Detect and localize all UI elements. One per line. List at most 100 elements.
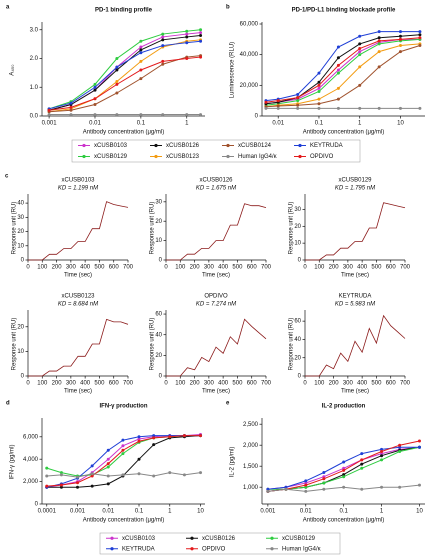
x-tick-label: 500 [94, 381, 105, 387]
data-point [322, 475, 326, 479]
data-point [398, 445, 402, 449]
data-point [358, 106, 362, 110]
chart-title: IFN-γ production [100, 404, 148, 410]
legend-box [99, 532, 341, 555]
legend-label: xCUSB0103 [94, 143, 128, 149]
y-tick-label: 60,000 [240, 22, 259, 28]
series-line [49, 56, 201, 111]
data-point [342, 460, 346, 464]
y-tick-label: 0 [21, 374, 25, 380]
data-point [322, 481, 326, 485]
x-tick-label: 0.1 [135, 509, 144, 515]
data-point [93, 85, 97, 89]
data-point [398, 30, 402, 34]
x-tick-label: 300 [204, 381, 215, 387]
data-point [106, 448, 110, 452]
series-line [48, 32, 201, 111]
series-line [46, 435, 201, 487]
x-axis-label: Time (sec) [341, 389, 369, 395]
data-point [358, 42, 362, 46]
x-tick-label: 0 [26, 381, 30, 387]
y-tick-label: 40 [294, 337, 301, 343]
series-line [166, 203, 267, 261]
data-point [137, 437, 141, 441]
x-axis-label: Time (sec) [64, 273, 92, 279]
x-tick-label: 100 [175, 381, 186, 387]
legend-marker [82, 143, 86, 148]
data-point [317, 89, 321, 93]
data-point [296, 103, 300, 107]
data-point [322, 487, 326, 491]
x-tick-label: 10 [416, 509, 423, 515]
y-tick-label: 1,500 [243, 464, 259, 470]
chart-title: KEYTRUDA [339, 294, 372, 300]
series-line [46, 435, 201, 477]
y-tick-label: 30 [17, 215, 24, 221]
series-line [48, 35, 201, 111]
data-point [358, 83, 362, 87]
data-point [317, 86, 321, 90]
data-point [106, 465, 110, 469]
data-point [377, 42, 381, 46]
data-point [336, 63, 340, 67]
x-tick-label: 600 [386, 265, 397, 271]
series-line [28, 201, 129, 261]
y-tick-label: 20 [17, 229, 24, 235]
data-point [152, 436, 156, 440]
data-point [377, 39, 381, 43]
data-point [76, 475, 80, 479]
y-axis-label: IL-2 (pg/ml) [230, 447, 236, 478]
data-point [185, 57, 189, 60]
y-tick-label: 6,000 [23, 434, 39, 440]
y-tick-label: 10 [17, 243, 24, 249]
x-tick-label: 0.0001 [38, 509, 57, 515]
data-point [168, 471, 172, 475]
series-line [48, 40, 201, 110]
series-line [48, 29, 201, 110]
x-tick-label: 0 [303, 265, 307, 271]
series-line [265, 38, 420, 106]
data-point [336, 71, 340, 75]
data-point [322, 471, 326, 474]
legend-marker [190, 536, 194, 540]
data-point [342, 468, 346, 472]
data-point [276, 106, 280, 110]
panel-letter: a [6, 5, 10, 11]
y-tick-label: 2.0 [30, 56, 39, 62]
x-tick-label: 100 [37, 381, 48, 387]
x-tick-label: 200 [52, 381, 63, 387]
data-point [69, 108, 73, 112]
data-point [139, 77, 143, 81]
y-axis-label: Response unit (RU) [150, 318, 156, 371]
data-point [336, 86, 340, 90]
data-point [115, 91, 119, 95]
data-point [377, 65, 381, 69]
x-tick-label: 10 [197, 509, 204, 515]
data-point [304, 485, 308, 489]
data-point [336, 106, 340, 110]
data-point [377, 30, 381, 34]
data-point [266, 487, 270, 491]
legend-marker [110, 547, 114, 551]
kd-label: KD = 1.675 nM [196, 186, 236, 192]
data-point [380, 450, 384, 453]
data-point [284, 485, 288, 489]
data-point [115, 68, 119, 72]
data-point [139, 45, 143, 49]
legend-marker [82, 154, 86, 159]
legend-marker [270, 536, 274, 540]
data-point [398, 34, 402, 38]
data-point [418, 36, 422, 40]
x-tick-label: 500 [232, 381, 243, 387]
y-tick-label: 20 [155, 353, 162, 359]
data-point [137, 472, 141, 476]
x-axis-label: Antibody concentration (μg/ml) [303, 130, 385, 136]
series-line [46, 435, 201, 488]
data-point [93, 88, 97, 92]
legend-label: Human IgG4/κ [238, 154, 278, 160]
data-point [358, 34, 362, 38]
x-tick-label: 300 [343, 381, 354, 387]
x-tick-label: 600 [247, 381, 258, 387]
y-tick-label: 30 [155, 199, 162, 205]
data-point [121, 473, 125, 477]
